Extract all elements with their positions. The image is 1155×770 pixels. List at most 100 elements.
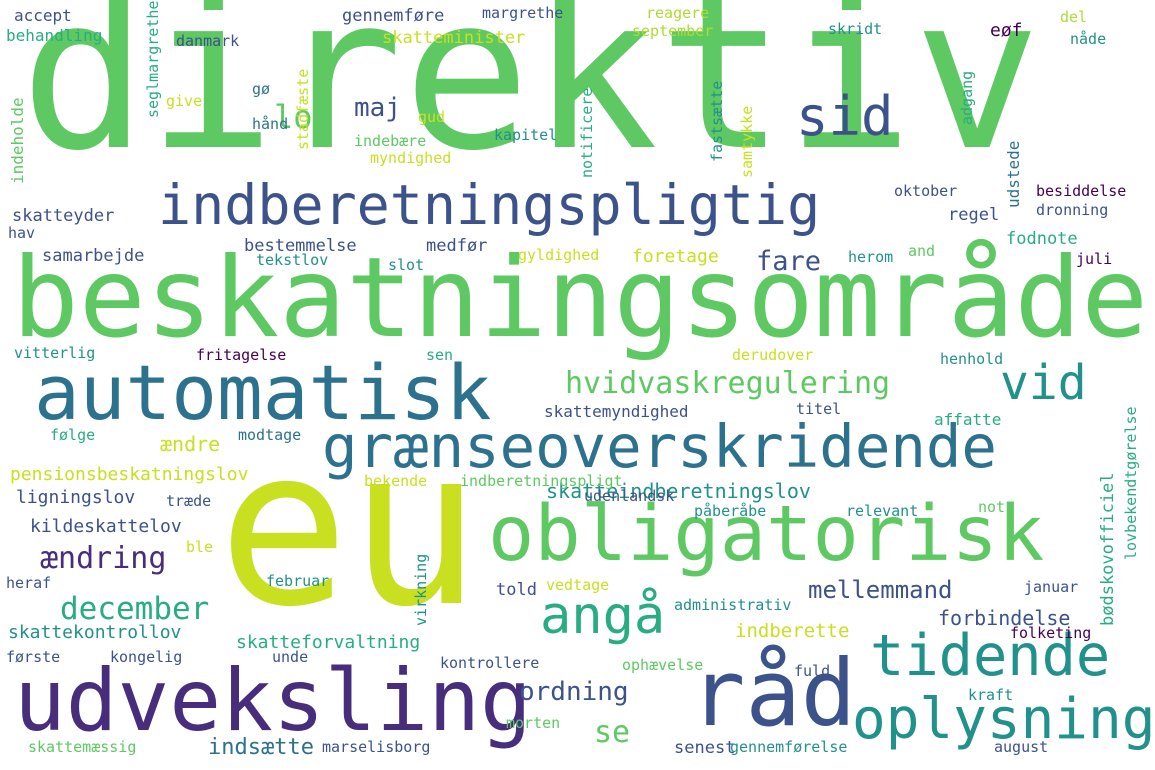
word-dronning: dronning [1036,201,1109,219]
word-kapitel: kapitel [494,126,558,144]
word-angaa: angå [540,586,666,646]
word-ble: ble [186,538,214,556]
word-fastsaette: fastsætte [708,80,726,162]
word-samtykke: samtykke [738,105,756,178]
word-skridt: skridt [828,20,883,38]
word-hvidvaskregulering: hvidvaskregulering [565,366,891,401]
word-sid: sid [796,85,894,148]
word-vid: vid [1000,355,1087,411]
word-udstede: udstede [1004,140,1023,208]
word-accept: accept [14,6,72,25]
word-morten: morten [506,714,561,732]
word-udenlandsk: udenlandsk [584,487,675,505]
word-automatisk: automatisk [34,348,492,437]
word-regel: regel [948,205,1000,225]
word-titel: titel [796,400,842,418]
word-unde: unde [272,648,309,666]
word-lovbekendtgoerelse: lovbekendtgørelse [1122,406,1140,560]
word-foretage: foretage [632,246,719,267]
word-indberetningspligt: indberetningspligt [460,472,623,490]
word-henhold: henhold [940,350,1004,368]
word-lov: lov [274,98,332,136]
word-relevant: relevant [846,502,919,520]
word-not: not [978,498,1006,516]
word-forbindelse: forbindelse [938,606,1071,630]
word-indsaette: indsætte [208,735,314,760]
word-oplysning: oplysning [852,687,1155,752]
word-stadfaeste: stadfæste [294,68,312,150]
word-juli: juli [1076,250,1113,268]
word-ophaevelse: ophævelse [622,656,704,674]
word-foerste: første [6,648,61,666]
word-myndighed: myndighed [370,149,452,167]
word-skatteyder: skatteyder [12,206,115,226]
word-eu: eu [218,402,481,655]
word-heraf: heraf [6,574,52,592]
word-gyldighed: gyldighed [518,246,600,264]
word-kildeskattelov: kildeskattelov [30,516,182,537]
word-vitterlig: vitterlig [14,344,96,362]
word-beskatningsomraade: beskatningsområde [12,234,1149,363]
word-medfoer: medfør [426,236,488,256]
word-august: august [994,738,1049,756]
word-graenseoverskridende: grænseoverskridende [322,412,997,481]
word-danmark: danmark [176,32,240,50]
word-indebaere: indebære [354,132,427,150]
word-udveksling: udveksling [14,651,532,751]
word-indberetningspligtig: indberetningspligtig [158,173,821,237]
word-ordning: ordning [519,677,629,707]
word-senest: senest [674,738,736,758]
word-skattekontrollov: skattekontrollov [8,622,182,643]
word-skattemyndighed: skattemyndighed [544,402,689,421]
word-indeholde: indeholde [8,97,27,184]
word-hav: hav [8,224,36,242]
word-foelge: følge [50,426,96,444]
word-fritagelse: fritagelse [196,346,287,364]
word-affatte: affatte [934,410,1002,429]
word-virkning: virkning [412,553,430,626]
word-december: december [60,591,210,627]
word-kongelig: kongelig [110,648,183,666]
word-januar: januar [1024,578,1079,596]
word-modtage: modtage [238,426,302,444]
word-notificere: notificere [578,87,596,178]
word-fodnote: fodnote [1006,229,1078,249]
word-goe: gø [252,80,271,98]
word-september: september [632,22,714,40]
word-raad: råd [690,640,857,747]
word-kontrollere: kontrollere [440,654,540,672]
word-ligningslov: ligningslov [16,487,136,508]
word-vedtage: vedtage [546,576,610,594]
word-samarbejde: samarbejde [42,246,145,266]
word-mellemmand: mellemmand [808,576,953,604]
word-administrativ: administrativ [674,596,792,614]
word-oktober: oktober [894,182,958,200]
word-seglmargrethe: seglmargrethe [144,0,162,118]
word-pensionsbeskatningslov: pensionsbeskatningslov [10,464,249,485]
word-skatteminister: skatteminister [382,28,526,48]
word-tekstlov: tekstlov [256,251,329,269]
word-told: told [496,580,537,600]
word-boedskovofficiel: bødskovofficiel [1098,472,1118,626]
word-direktiv: direktiv [20,0,1042,197]
word-skatteforvaltning: skatteforvaltning [236,632,421,653]
word-margrethe: margrethe [482,4,564,22]
word-aendring: ændring [40,541,167,576]
word-folketing: folketing [1010,624,1092,642]
word-eoef: eøf [990,20,1023,41]
word-indberette: indberette [735,620,850,642]
word-behandling: behandling [6,26,103,45]
word-marselisborg: marselisborg [322,738,431,756]
word-bekende: bekende [364,472,428,490]
word-besiddelse: besiddelse [1036,182,1127,200]
word-skattemaessig: skattemæssig [28,738,137,756]
word-kraft: kraft [968,686,1014,704]
word-slot: slot [388,256,425,274]
word-maj: maj [354,93,401,123]
word-del: del [1060,8,1088,26]
word-februar: februar [266,572,330,590]
word-gud: gud [418,108,446,126]
word-give: give [166,92,203,110]
word-haand: hånd [252,115,289,133]
